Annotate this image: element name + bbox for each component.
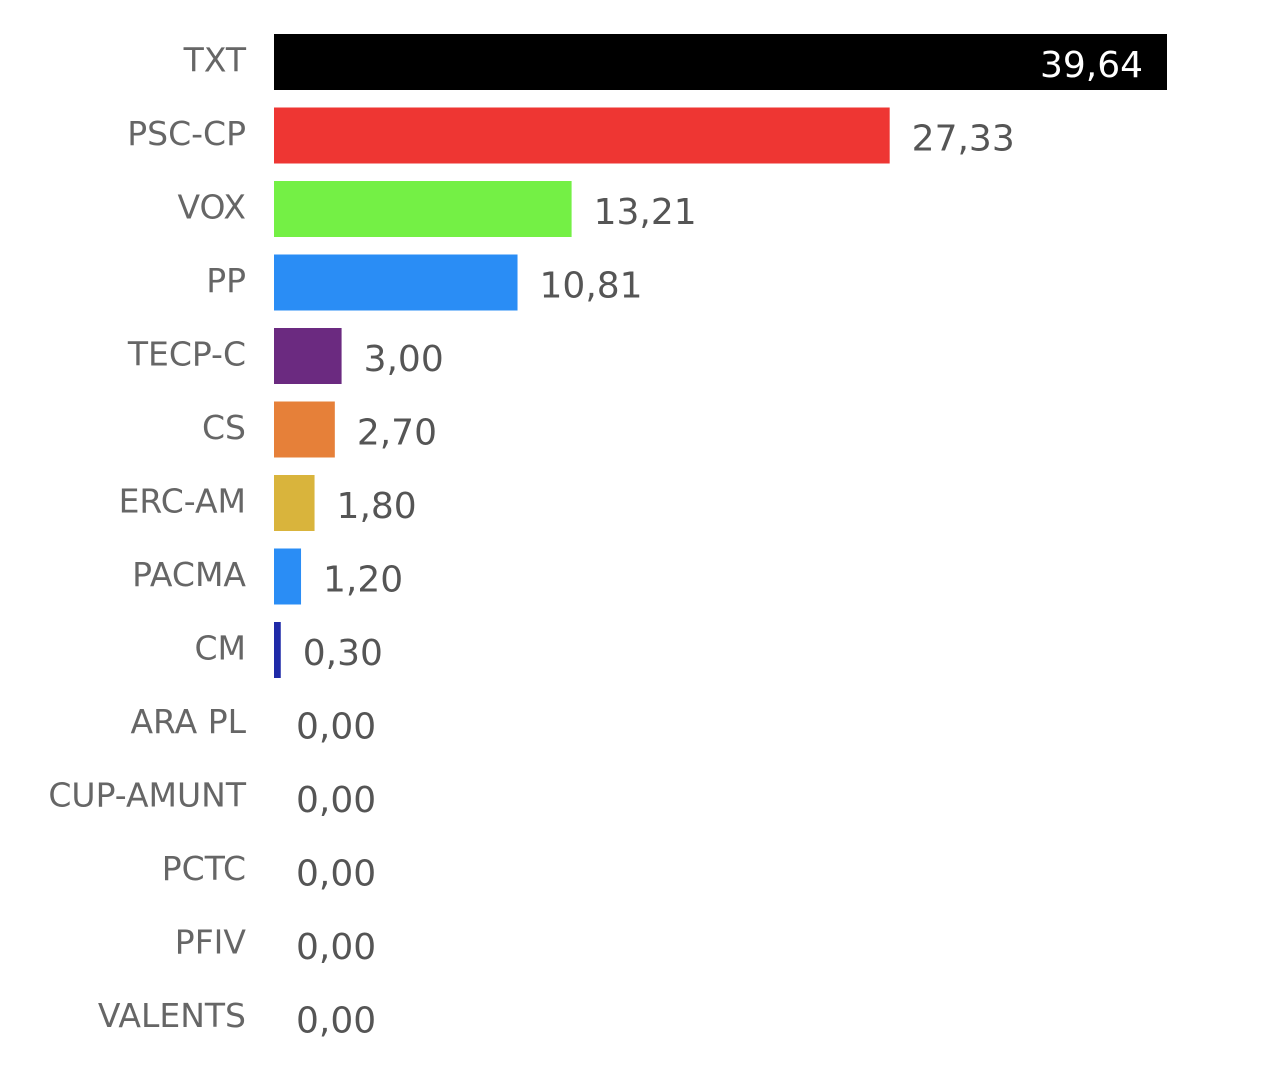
category-label: ERC-AM — [119, 482, 246, 521]
category-label: CUP-AMUNT — [48, 776, 246, 815]
bar — [274, 475, 315, 531]
category-label: CM — [194, 629, 246, 668]
bar — [274, 34, 1167, 90]
category-label: PACMA — [132, 555, 246, 594]
value-label: 10,81 — [540, 266, 643, 307]
value-label: 2,70 — [357, 413, 437, 454]
category-label: TXT — [183, 41, 247, 80]
value-label: 39,64 — [1040, 45, 1143, 86]
bar — [274, 401, 335, 458]
value-label: 0,30 — [303, 633, 383, 674]
value-label: 13,21 — [594, 192, 697, 233]
bar — [274, 328, 342, 384]
bar — [274, 107, 890, 164]
bar — [274, 622, 281, 678]
category-label: PFIV — [175, 923, 247, 962]
bar — [274, 181, 572, 237]
category-label: ARA PL — [130, 702, 246, 741]
value-label: 0,00 — [296, 707, 376, 748]
value-label: 3,00 — [364, 339, 444, 380]
category-label: PSC-CP — [127, 114, 246, 153]
value-label: 0,00 — [296, 854, 376, 895]
category-label: PCTC — [162, 849, 246, 888]
value-label: 0,00 — [296, 927, 376, 968]
category-label: PP — [206, 261, 246, 300]
bar — [274, 548, 302, 605]
bar — [274, 254, 518, 311]
value-label: 0,00 — [296, 1001, 376, 1042]
category-label: VOX — [178, 188, 246, 227]
category-label: CS — [202, 408, 246, 447]
category-label: VALENTS — [98, 996, 246, 1035]
category-label: TECP-C — [127, 335, 246, 374]
value-label: 0,00 — [296, 780, 376, 821]
value-label: 27,33 — [912, 119, 1015, 160]
value-label: 1,20 — [323, 560, 403, 601]
value-label: 1,80 — [337, 486, 417, 527]
